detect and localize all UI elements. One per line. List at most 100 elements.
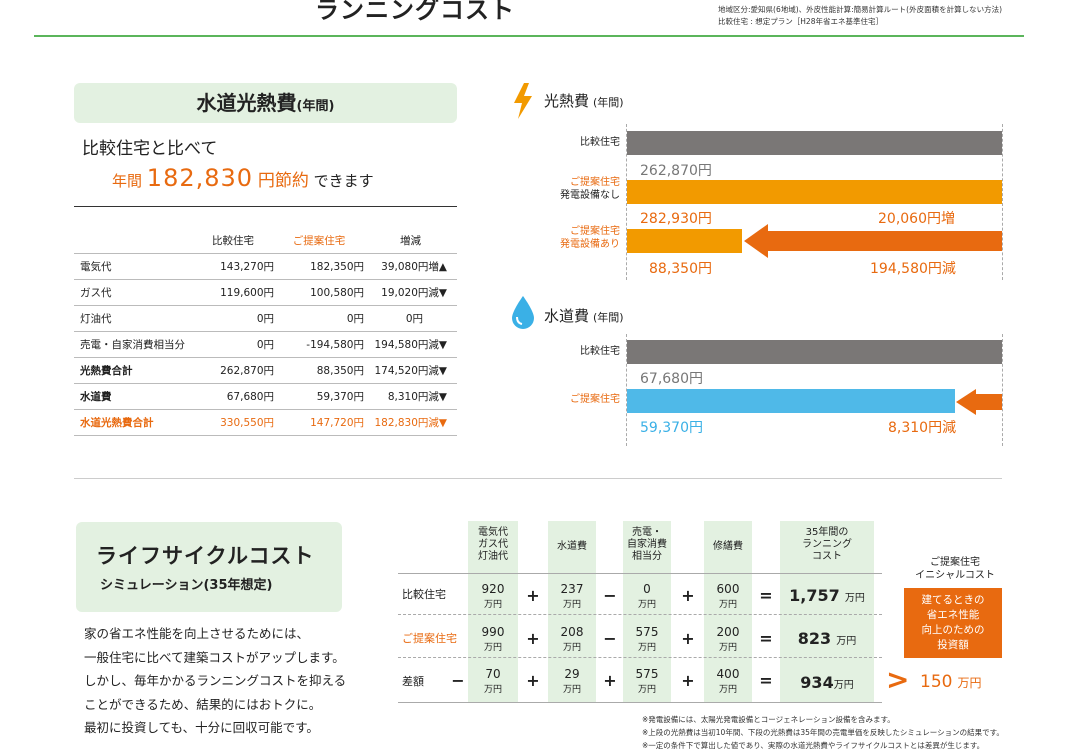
lc-cell: 920 万円 (468, 582, 518, 612)
row-diff: 39,080円増▲ (364, 253, 457, 280)
lc-col-bg-4 (704, 521, 752, 703)
water-chart-title-text: 水道費 (544, 307, 590, 325)
saving-prefix: 年間 (112, 172, 143, 190)
footnotes: ※発電設備には、太陽光発電設備とコージェネレーション設備を含みます。 ※上段の光… (642, 713, 1004, 752)
row-label: 売電・自家消費相当分 (74, 331, 192, 358)
lc-total: 934万円 (780, 673, 874, 692)
lifecycle-subtitle: シミュレーション(35年想定) (100, 578, 273, 593)
saving-line: 年間 182,830 円節約 できます (112, 164, 374, 192)
lc-col-header: 水道費 (557, 541, 587, 552)
energy-bar-proposal-nogen (627, 180, 1002, 204)
row-proposal: 88,350円 (274, 357, 364, 384)
lc-cell-value: 575 (635, 625, 659, 639)
lc-operator: = (759, 586, 773, 605)
energy-axis-line (626, 124, 628, 280)
energy-chart-title: 光熱費 (年間) (544, 90, 624, 111)
lifecycle-title: ライフサイクルコスト (96, 544, 315, 568)
lc-total-unit: 万円 (836, 636, 857, 647)
initial-cost-value: 150 (920, 672, 953, 692)
energy-row1-label: 比較住宅 (580, 137, 620, 148)
lc-col-header: 電気代 ガス代 灯油代 (478, 527, 508, 562)
lc-operator: + (526, 671, 540, 690)
water-diff-proposal: 8,310円減 (888, 420, 957, 436)
lc-cell: 29 万円 (548, 667, 596, 697)
lc-row-line (398, 573, 882, 574)
lc-col-bg-3 (623, 521, 671, 703)
row-compare: 0円 (192, 305, 274, 332)
row-label: 電気代 (74, 253, 192, 280)
row-diff: 8,310円減▼ (364, 383, 457, 410)
description-line: ことができるため、結果的にはおトクに。 (84, 696, 322, 712)
water-row2-label: ご提案住宅 (570, 394, 620, 405)
energy-value-nogen: 282,930円 (640, 211, 712, 227)
initial-cost-arrow: > (886, 663, 910, 696)
th-compare: 比較住宅 (192, 228, 274, 254)
lc-cell: 575 万円 (623, 667, 671, 697)
description-line: 家の省エネ性能を向上させるためには、 (84, 626, 310, 641)
th-proposal: ご提案住宅 (274, 228, 364, 254)
lc-cell: 208 万円 (548, 625, 596, 655)
lightning-icon (514, 83, 532, 119)
lc-col-header: 35年間の ランニング コスト (802, 527, 852, 562)
energy-diff-nogen: 20,060円増 (878, 211, 955, 227)
row-compare: 119,600円 (192, 279, 274, 306)
lc-col-header: 売電・ 自家消費 相当分 (627, 527, 667, 562)
lifecycle-description: 家の省エネ性能を向上させるためには、 一般住宅に比べて建築コストがアップします。… (84, 622, 346, 740)
section-divider (74, 478, 1002, 479)
lc-total-value: 1,757 (789, 586, 840, 605)
footnote: ※一定の条件下で算出した値であり、実際の水道光熱費やライフサイクルコストとは差異… (642, 741, 985, 750)
water-drop-icon (512, 296, 534, 329)
lc-operator: + (681, 586, 695, 605)
lc-cell-unit: 万円 (637, 643, 656, 653)
lc-cell-value: 575 (635, 667, 659, 681)
water-value-proposal: 59,370円 (640, 420, 703, 436)
lc-total-value: 934 (800, 673, 834, 692)
header-divider (34, 35, 1024, 37)
energy-value-compare: 262,870円 (640, 163, 712, 179)
water-bar-compare (627, 340, 1002, 364)
lc-cell: 200 万円 (704, 625, 752, 655)
lc-operator: = (759, 671, 773, 690)
lc-total-value: 823 (797, 629, 832, 648)
saving-suffix: できます (313, 172, 374, 190)
lc-total-unit: 万円 (844, 593, 865, 604)
lc-cell-unit: 万円 (718, 685, 737, 695)
saving-amount: 182,830 (146, 164, 254, 192)
row-compare: 0円 (192, 331, 274, 358)
row-diff: 0円 (364, 305, 457, 332)
row-label: 水道費 (74, 383, 192, 410)
lc-total: 1,757 万円 (780, 586, 874, 605)
lc-total-unit: 万円 (833, 680, 854, 691)
lc-cell: 237 万円 (548, 582, 596, 612)
lc-cell-unit: 万円 (562, 600, 581, 610)
lc-cell: 0 万円 (623, 582, 671, 612)
row-diff: 194,580円減▼ (364, 331, 457, 358)
row-diff: 182,830円減▼ (364, 409, 457, 436)
water-bar-proposal (627, 389, 955, 413)
row-label: ガス代 (74, 279, 192, 306)
row-compare: 67,680円 (192, 383, 274, 410)
lc-cell: 990 万円 (468, 625, 518, 655)
energy-row3-label2: 発電設備あり (560, 239, 620, 250)
row-proposal: 0円 (274, 305, 364, 332)
row-label: 水道光熱費合計 (74, 409, 192, 436)
row-diff: 19,020円減▼ (364, 279, 457, 306)
cost-table: 比較住宅 ご提案住宅 増減 電気代 143,270円 182,350円 39,0… (74, 228, 457, 436)
row-compare: 262,870円 (192, 357, 274, 384)
header-notes: 地域区分:愛知県(6地域)、外皮性能計算:簡易計算ルート(外皮面積を計算しない方… (718, 4, 1002, 28)
lc-cell-value: 400 (716, 667, 740, 681)
lc-operator: + (526, 586, 540, 605)
table-row: 電気代 143,270円 182,350円 39,080円増▲ (74, 253, 457, 280)
header-note-region: 地域区分:愛知県(6地域)、外皮性能計算:簡易計算ルート(外皮面積を計算しない方… (718, 5, 1003, 14)
lifecycle-title-box (76, 522, 342, 612)
energy-row2-label: ご提案住宅 発電設備なし (520, 176, 620, 202)
energy-bar-proposal-gen (627, 229, 742, 253)
lc-cell: 400 万円 (704, 667, 752, 697)
lc-cell-value: 0 (643, 582, 651, 596)
lc-total: 823 万円 (780, 629, 874, 648)
lc-operator: = (759, 629, 773, 648)
lc-cell: 575 万円 (623, 625, 671, 655)
water-value-compare: 67,680円 (640, 371, 703, 387)
energy-row3-label: ご提案住宅 発電設備あり (520, 225, 620, 251)
row-proposal: 59,370円 (274, 383, 364, 410)
